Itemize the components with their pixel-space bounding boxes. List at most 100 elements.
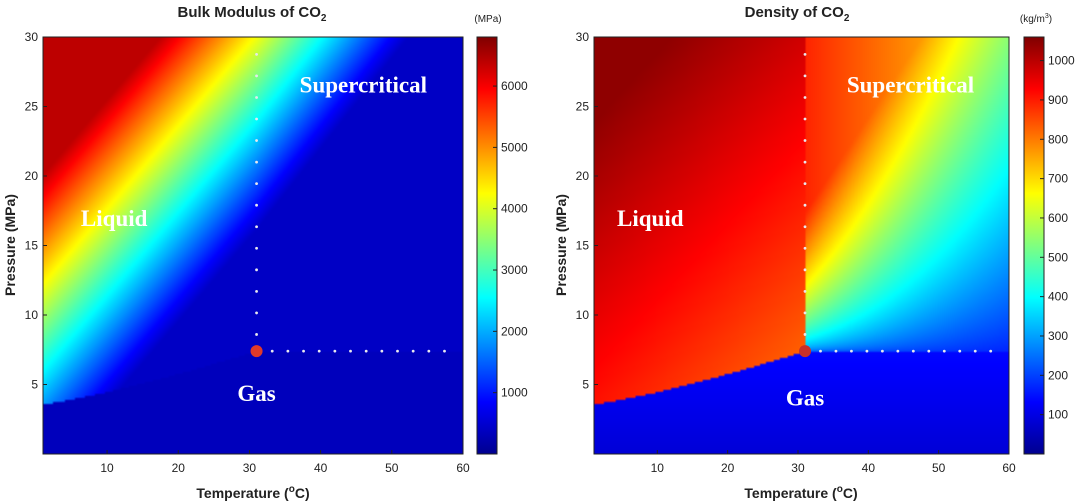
chart1-guide-dot: [396, 349, 399, 353]
chart2-guide-dot: [803, 289, 807, 293]
chart1-guide-dot: [255, 289, 258, 293]
chart2-title: Density of CO2: [745, 4, 850, 24]
chart2-region-label-supercritical: Supercritical: [847, 73, 974, 98]
chart1-overlay: Liquid Supercritical Gas: [81, 52, 446, 406]
chart2-guide-dot: [803, 52, 807, 56]
chart2-y-tick-label: 25: [576, 100, 590, 114]
chart1-guide-dot: [443, 349, 446, 353]
chart2-guide-dot: [803, 268, 807, 272]
chart1-y-tick-label: 10: [25, 308, 39, 322]
chart2-guide-dot: [834, 349, 838, 353]
chart2-guide-dot: [803, 96, 807, 99]
chart2-colorbar-unit: (kg/m3): [1020, 13, 1052, 25]
chart1-colorbar-gradient: [476, 36, 498, 455]
chart1-colorbar-ticks: 1000 2000 3000 4000 5000 6000: [493, 79, 528, 400]
chart1-y-tick-label: 25: [25, 100, 39, 114]
chart1-y-axis: 5 10 15 20 25 30: [25, 30, 47, 392]
chart1-region-label-gas: Gas: [237, 381, 275, 406]
chart1-y-tick-label: 30: [25, 30, 39, 44]
chart2-y-axis-label: Pressure (MPa): [553, 194, 569, 296]
chart1-guide-dot: [255, 160, 258, 164]
chart1-guide-dot: [302, 349, 305, 353]
chart2-y-tick-label: 10: [576, 308, 590, 322]
chart2-x-tick-label: 10: [651, 461, 665, 475]
chart2-guide-dot: [865, 349, 869, 353]
chart2-guide-dot: [803, 225, 807, 229]
chart2-x-axis-label: Temperature (oC): [744, 484, 857, 501]
chart2-guide-dot: [880, 349, 884, 353]
chart1-guide-dot: [255, 268, 258, 272]
chart2-guide-dot: [989, 349, 993, 353]
chart2-guide-dot: [803, 160, 807, 164]
chart2-colorbar-tick-label: 400: [1048, 290, 1068, 304]
chart1-guide-dot: [427, 349, 431, 353]
chart1-guide-dot: [255, 74, 258, 78]
chart2-guide-dot: [803, 246, 807, 250]
chart2-guide-dot: [911, 349, 915, 353]
chart1-y-tick-label: 20: [25, 169, 39, 183]
chart1-y-tick-label: 15: [25, 239, 39, 253]
chart2-y-tick-label: 5: [582, 378, 589, 392]
chart2-colorbar-tick-label: 900: [1048, 93, 1068, 107]
chart1-y-axis-label: Pressure (MPa): [2, 194, 18, 296]
chart1-guide-dot: [255, 333, 258, 336]
bulk-modulus-chart: Bulk Modulus of CO2 Liquid Supercritical G…: [2, 4, 528, 501]
chart1-x-tick-label: 40: [314, 461, 328, 475]
chart2-guide-dot: [942, 349, 946, 353]
chart2-guide-dot: [850, 349, 853, 353]
chart1-region-label-supercritical: Supercritical: [300, 73, 427, 98]
chart2-colorbar-tick-label: 700: [1048, 172, 1068, 186]
chart1-guide-dot: [255, 311, 258, 315]
chart2-x-tick-label: 20: [721, 461, 735, 475]
chart1-colorbar-tick-label: 1000: [501, 386, 528, 400]
chart2-guide-dot: [803, 203, 807, 207]
chart2-colorbar-tick-label: 600: [1048, 211, 1068, 225]
chart2-y-tick-label: 30: [576, 30, 590, 44]
chart2-colorbar-gradient: [1023, 36, 1045, 455]
chart2-guide-dot: [927, 349, 931, 353]
chart1-critical-point: [250, 345, 263, 358]
chart2-y-tick-label: 15: [576, 239, 590, 253]
chart1-guide-dot: [286, 349, 290, 353]
chart2-colorbar-tick-label: 800: [1048, 132, 1068, 146]
chart2-colorbar-tick-label: 100: [1048, 408, 1068, 422]
chart1-x-tick-label: 30: [243, 461, 257, 475]
chart1-guide-dot: [380, 349, 384, 353]
chart2-guide-dot: [803, 182, 807, 186]
chart1-region-label-liquid: Liquid: [81, 206, 148, 231]
chart2-x-tick-label: 50: [932, 461, 946, 475]
chart2-colorbar-tick-label: 200: [1048, 368, 1068, 382]
chart1-plot-area: Liquid Supercritical Gas 10 20 30 40 50 60 5 10 1…: [25, 30, 470, 475]
chart1-x-tick-label: 50: [385, 461, 399, 475]
chart2-colorbar-tick-label: 500: [1048, 250, 1068, 264]
chart2-x-tick-label: 40: [862, 461, 876, 475]
chart2-region-label-gas: Gas: [786, 385, 824, 410]
chart2-region-label-liquid: Liquid: [617, 206, 684, 231]
chart2-guide-dot: [803, 311, 807, 315]
chart2-guide-dot: [803, 74, 807, 78]
chart1-guide-dot: [317, 349, 321, 353]
chart1-guide-dot: [255, 139, 258, 142]
chart2-critical-point: [799, 345, 812, 358]
chart1-colorbar-tick-label: 6000: [501, 79, 528, 93]
chart1-guide-dot: [270, 349, 274, 353]
chart2-colorbar-ticks: 100 200 300 400 500 600 700 800 900 1000: [1040, 54, 1075, 422]
chart1-guide-dot: [255, 246, 258, 250]
chart1-x-axis-label: Temperature (oC): [196, 484, 309, 501]
chart2-y-tick-label: 20: [576, 169, 590, 183]
chart1-colorbar-unit: (MPa): [474, 14, 501, 25]
chart1-y-tick-label: 5: [31, 378, 38, 392]
chart2-colorbar-tick-label: 300: [1048, 329, 1068, 343]
chart2-x-axis: 10 20 30 40 50 60: [651, 450, 1016, 475]
chart1-guide-dot: [349, 349, 352, 353]
chart2-colorbar-tick-label: 1000: [1048, 54, 1075, 68]
chart1-guide-dot: [255, 96, 258, 99]
chart1-guide-dot: [255, 225, 258, 229]
chart1-colorbar-tick-label: 3000: [501, 263, 528, 277]
chart1-x-tick-label: 60: [456, 461, 470, 475]
chart2-x-tick-label: 60: [1002, 461, 1016, 475]
chart2-x-tick-label: 30: [791, 461, 805, 475]
chart2-guide-dot: [973, 349, 977, 353]
